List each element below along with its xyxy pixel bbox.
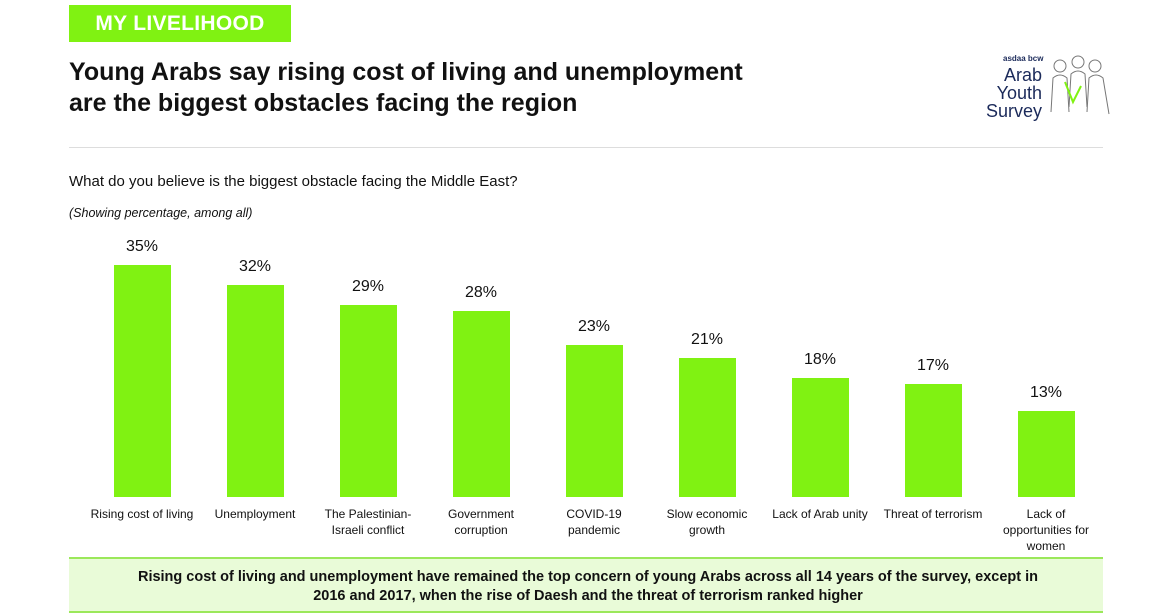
bar	[339, 304, 397, 497]
data-label: 32%	[238, 257, 272, 275]
data-label: 29%	[351, 277, 385, 295]
data-label: 13%	[1029, 383, 1063, 401]
category-label: Threat of terrorism	[883, 507, 983, 521]
logo-name: Survey	[986, 101, 1042, 121]
bar	[791, 377, 849, 497]
category-label: Lack of Arab unity	[772, 507, 868, 521]
bar	[1017, 410, 1075, 497]
bar	[904, 384, 962, 497]
header-rule	[69, 147, 1103, 148]
logo-accent	[1064, 81, 1082, 105]
category-label: Government corruption	[447, 507, 515, 537]
footnote: Rising cost of living and unemployment h…	[137, 569, 1039, 604]
chart-title: are the biggest obstacles facing the reg…	[69, 89, 578, 117]
category-label: Lack of opportunities for women	[1002, 507, 1090, 553]
bar	[678, 357, 736, 497]
bar	[565, 344, 623, 497]
logo-name: Youth	[997, 83, 1042, 103]
chart-area: 35% Rising cost of living 32% Unemployment 2…	[90, 238, 1090, 553]
section-banner: MY LIVELIHOOD	[69, 5, 291, 42]
chart-title: Young Arabs say rising cost of living an…	[69, 58, 743, 86]
category-label: Rising cost of living	[90, 507, 194, 521]
data-label: 18%	[803, 350, 837, 368]
bar	[113, 265, 171, 497]
category-label: Slow economic growth	[666, 507, 748, 537]
logo-brand: asdaa bcw	[1003, 54, 1044, 63]
category-label: COVID-19 pandemic	[566, 507, 622, 537]
data-label: 23%	[577, 317, 611, 335]
logo-name: Arab	[1004, 65, 1042, 85]
data-label: 28%	[464, 284, 498, 302]
category-label: Unemployment	[214, 507, 296, 521]
data-label: 35%	[125, 238, 159, 255]
note: (Showing percentage, among all)	[69, 206, 253, 220]
footnote-box	[69, 557, 1103, 613]
logo-figures	[1050, 55, 1110, 115]
bar	[226, 284, 284, 497]
bar	[452, 311, 510, 497]
data-label: 17%	[916, 357, 950, 375]
data-label: 21%	[690, 330, 724, 348]
category-label: The Palestinian-Israeli conflict	[324, 507, 412, 537]
subtitle: What do you believe is the biggest obsta…	[69, 173, 518, 190]
logo: asdaa bcw Arab Youth Survey	[986, 54, 1110, 121]
